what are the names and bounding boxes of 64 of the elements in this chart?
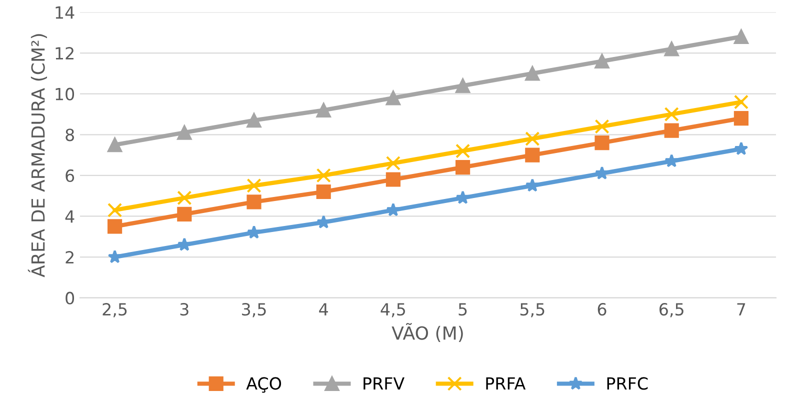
point bbox=[386, 156, 400, 170]
point bbox=[316, 184, 331, 200]
point bbox=[594, 136, 610, 150]
point bbox=[246, 194, 262, 210]
point bbox=[108, 219, 122, 234]
point bbox=[664, 154, 679, 168]
point bbox=[386, 202, 400, 216]
point bbox=[316, 168, 331, 183]
x-tick-label: 6,5 bbox=[660, 302, 684, 318]
y-tick-label: 6 bbox=[66, 169, 74, 182]
y-axis-title: ÁREA DE ARMADURA (CM²) bbox=[28, 34, 47, 278]
point bbox=[177, 190, 192, 206]
x-tick-label: 5,5 bbox=[520, 303, 544, 318]
point bbox=[664, 123, 679, 138]
point bbox=[316, 102, 331, 118]
point bbox=[108, 138, 122, 152]
point bbox=[664, 42, 679, 56]
legend-label: PRFV bbox=[364, 377, 404, 390]
point bbox=[177, 125, 192, 140]
point bbox=[456, 190, 470, 204]
point bbox=[246, 178, 262, 193]
legend-label: PRFA bbox=[486, 377, 526, 390]
point bbox=[456, 160, 470, 175]
point bbox=[525, 66, 540, 81]
point bbox=[316, 215, 331, 228]
point bbox=[108, 250, 122, 264]
y-tick-label: 12 bbox=[56, 47, 74, 60]
point bbox=[246, 113, 262, 128]
point bbox=[108, 202, 122, 218]
point bbox=[386, 90, 400, 106]
point bbox=[386, 172, 400, 187]
x-tick-label: 4,5 bbox=[380, 303, 405, 318]
x-tick-label: 2,5 bbox=[102, 302, 127, 318]
point bbox=[456, 78, 470, 93]
point bbox=[177, 206, 192, 222]
legend-label: AÇO bbox=[246, 377, 282, 393]
x-tick-label: 3 bbox=[180, 302, 188, 316]
point bbox=[734, 29, 748, 44]
x-tick-label: 7 bbox=[737, 303, 746, 316]
point bbox=[734, 94, 748, 110]
point bbox=[525, 131, 540, 146]
x-tick-label: 5 bbox=[458, 303, 467, 316]
point bbox=[595, 166, 609, 180]
x-tick-label: 6 bbox=[598, 302, 606, 316]
x-tick-label: 3,5 bbox=[242, 302, 266, 318]
point bbox=[247, 225, 261, 239]
point bbox=[734, 142, 748, 156]
point bbox=[734, 111, 748, 126]
x-tick-label: 4 bbox=[319, 303, 328, 316]
point bbox=[664, 106, 679, 122]
legend-label: PRFC bbox=[607, 377, 648, 390]
x-axis-title: VÃO (M) bbox=[392, 323, 463, 342]
point bbox=[177, 238, 192, 251]
y-tick-label: 0 bbox=[66, 292, 74, 304]
point bbox=[456, 144, 470, 158]
point bbox=[594, 54, 610, 68]
y-tick-label: 10 bbox=[56, 88, 74, 100]
y-tick-label: 8 bbox=[66, 128, 74, 142]
y-tick-label: 2 bbox=[66, 251, 74, 264]
y-tick-label: 14 bbox=[56, 6, 74, 19]
point bbox=[525, 178, 540, 192]
point bbox=[525, 148, 540, 162]
y-tick-label: 4 bbox=[65, 210, 74, 223]
point bbox=[594, 119, 610, 134]
